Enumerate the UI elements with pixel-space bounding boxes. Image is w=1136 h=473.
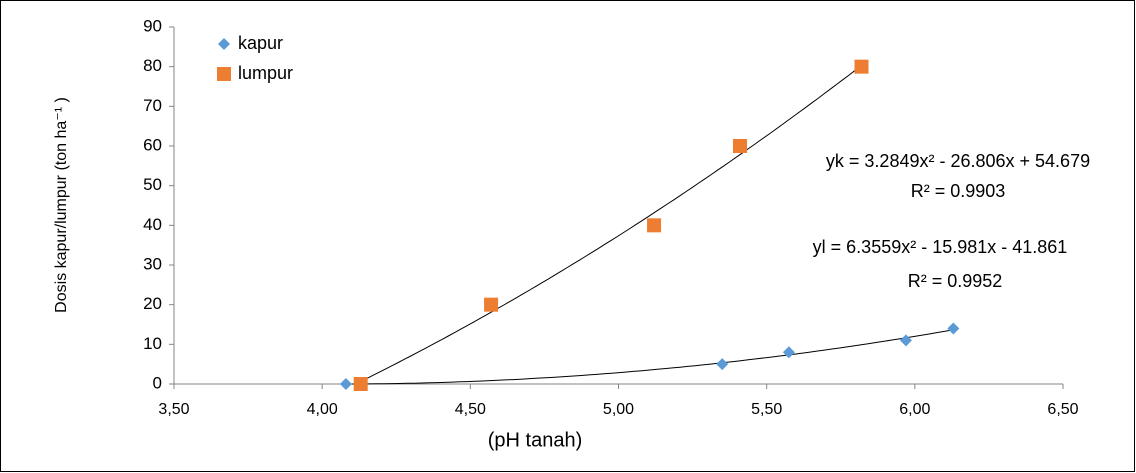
y-tick-label: 0 — [153, 373, 162, 392]
x-tick-label: 5,00 — [603, 401, 634, 418]
y-tick-label: 60 — [143, 135, 162, 154]
x-tick-label: 5,50 — [751, 401, 782, 418]
y-tick-label: 50 — [143, 175, 162, 194]
trendline-equation: R² = 0.9903 — [911, 181, 1006, 201]
y-tick-label: 20 — [143, 294, 162, 313]
legend-marker — [218, 38, 230, 50]
marker — [947, 322, 960, 335]
trendline — [360, 65, 862, 382]
marker — [647, 218, 662, 233]
marker — [732, 139, 747, 153]
y-tick-label: 90 — [143, 16, 162, 35]
marker — [353, 377, 368, 391]
y-tick-label: 10 — [143, 334, 162, 353]
legend-label: lumpur — [238, 63, 293, 83]
x-tick-label: 4,00 — [307, 401, 338, 418]
legend-label: kapur — [238, 33, 283, 53]
y-tick-label: 80 — [143, 56, 162, 75]
y-tick-label: 70 — [143, 96, 162, 115]
trendline-equation: yl = 6.3559x² - 15.981x - 41.861 — [813, 237, 1068, 257]
trendline-equation: yk = 3.2849x² - 26.806x + 54.679 — [826, 151, 1090, 171]
y-tick-label: 30 — [143, 254, 162, 273]
y-axis-title: Dosis kapur/lumpur (ton ha⁻¹ ) — [53, 97, 70, 313]
x-tick-label: 6,00 — [899, 401, 930, 418]
marker — [339, 378, 352, 390]
x-tick-label: 3,50 — [158, 401, 189, 418]
trendline — [345, 329, 954, 385]
marker — [782, 346, 795, 359]
trendline-equation: R² = 0.9952 — [908, 271, 1003, 291]
marker — [854, 59, 869, 74]
marker — [899, 334, 912, 347]
x-axis-title: (pH tanah) — [488, 429, 583, 451]
marker — [484, 297, 499, 312]
y-tick-label: 40 — [143, 215, 162, 234]
x-tick-label: 4,50 — [455, 401, 486, 418]
x-tick-label: 6,50 — [1047, 401, 1078, 418]
legend-marker — [217, 67, 231, 81]
marker — [716, 358, 729, 371]
